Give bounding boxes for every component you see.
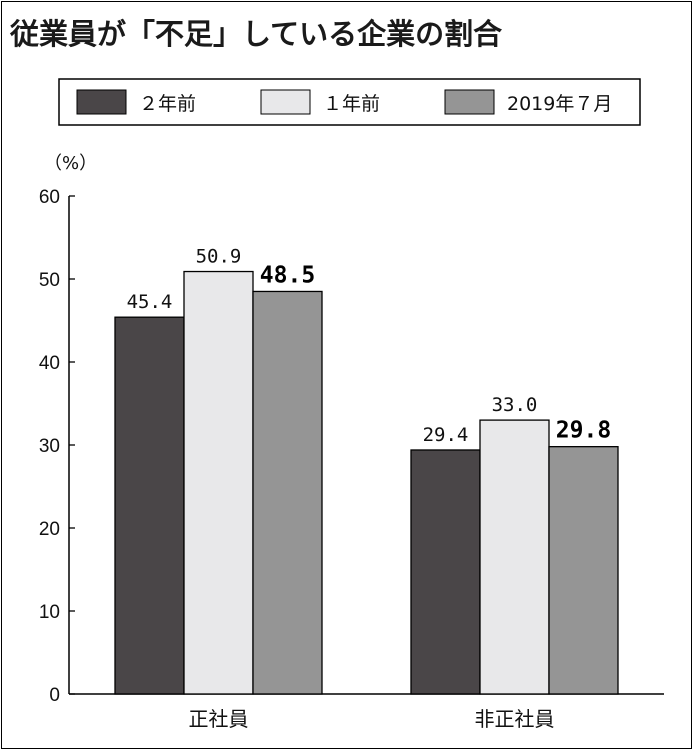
y-tick-label: 30 [39,436,60,457]
bar-2-2 [479,419,550,695]
bar-2-1 [410,449,481,695]
data-labels: 45.4 50.9 48.5 正社員 29.4 33.0 29.8 非正社員 [127,246,612,731]
bar-1-3 [252,290,323,695]
category-label: 非正社員 [475,707,555,731]
data-label: 45.4 [127,291,173,313]
bar-1-2 [183,270,254,695]
legend-box [58,78,641,126]
bars [114,270,619,695]
bar-1-1 [114,316,185,695]
legend-swatch-2 [260,89,311,115]
y-tick-label: 0 [49,685,60,706]
y-tick-label: 50 [39,270,60,291]
legend-label-2: １年前 [323,93,380,115]
y-axis-unit-label: （%） [44,153,97,174]
data-label: 29.8 [556,418,611,444]
y-tick-label: 40 [39,353,60,374]
legend-swatch-3 [444,89,495,115]
data-label: 50.9 [196,246,242,268]
legend-label-3: 2019年７月 [507,93,612,115]
data-label: 48.5 [260,262,315,288]
legend-label-1: ２年前 [139,93,196,115]
data-label: 29.4 [423,424,469,446]
chart-title: 従業員が「不足」している企業の割合 [9,17,502,51]
bar-2-3 [548,446,619,695]
legend-swatch-1 [76,89,127,115]
data-label: 33.0 [492,394,538,416]
y-tick-label: 20 [39,519,60,540]
y-tick-label: 10 [39,602,60,623]
legend: ２年前 １年前 2019年７月 [58,78,641,126]
category-label: 正社員 [189,707,249,731]
y-tick-label: 60 [39,187,60,208]
